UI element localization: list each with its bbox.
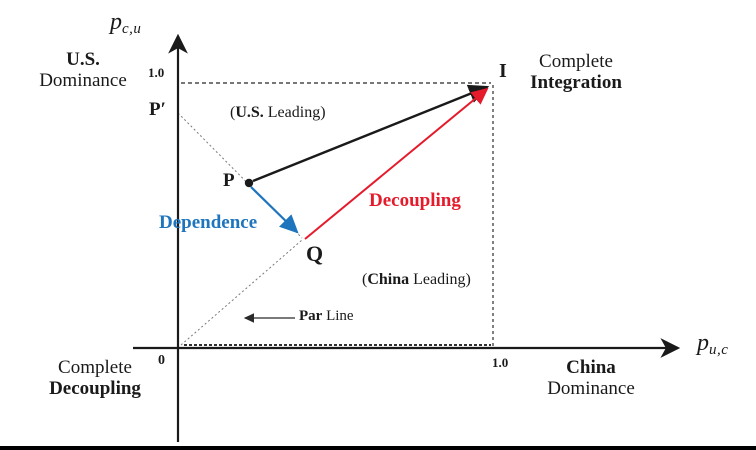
par-line-bold: Par (299, 308, 323, 324)
complete-decoupling-line1: Complete (58, 357, 132, 378)
china-dominance-line2: Dominance (547, 377, 635, 399)
decoupling-arrow-q-to-i (304, 87, 489, 240)
us-leading-post: Leading) (263, 104, 326, 121)
point-i-label: I (499, 60, 507, 82)
par-line-post: Line (322, 308, 354, 324)
integration-arrow-p-to-i (252, 84, 490, 183)
par-line-label: Par Line (299, 308, 354, 324)
point-p-dot (244, 178, 254, 188)
us-dominance-label: U.S. Dominance (18, 49, 148, 91)
china-leading-label: (China Leading) (362, 271, 471, 288)
china-leading-post: Leading) (409, 271, 471, 288)
us-leading-bold: U.S. (235, 104, 264, 121)
complete-decoupling-line2: Decoupling (49, 377, 141, 399)
point-pprime-label: P′ (149, 99, 166, 120)
x-axis-subscript: u,c (709, 342, 729, 358)
dependence-arrow-p-to-q (250, 186, 299, 234)
bottom-rule (0, 446, 756, 450)
us-leading-pre: ( (230, 104, 236, 121)
complete-integration-line1: Complete (539, 51, 613, 72)
decoupling-label: Decoupling (369, 190, 461, 211)
par-line (180, 239, 303, 346)
y-axis-subscript: c,u (122, 21, 142, 37)
y-tick-1: 1.0 (148, 65, 165, 80)
china-dominance-line1: China (566, 357, 616, 378)
x-axis-symbol: p (697, 330, 709, 356)
origin-tick: 0 (158, 353, 165, 368)
x-axis-label: pu,c (697, 330, 729, 358)
us-leading-label: (U.S. Leading) (230, 104, 326, 121)
complete-decoupling-label: Complete Decoupling (16, 357, 174, 399)
point-p-label: P (223, 170, 235, 191)
y-axis-symbol: p (110, 9, 122, 35)
x-tick-1: 1.0 (492, 355, 509, 370)
y-axis-label: pc,u (110, 9, 142, 37)
complete-integration-label: Complete Integration (516, 51, 636, 93)
us-dominance-line2: Dominance (39, 69, 127, 91)
dependence-label: Dependence (159, 212, 258, 233)
point-q-label: Q (306, 241, 324, 266)
us-dominance-line1: U.S. (66, 49, 100, 70)
china-leading-pre: ( (362, 271, 368, 288)
china-dominance-label: China Dominance (516, 357, 666, 399)
china-leading-bold: China (367, 271, 410, 288)
complete-integration-line2: Integration (530, 71, 622, 93)
